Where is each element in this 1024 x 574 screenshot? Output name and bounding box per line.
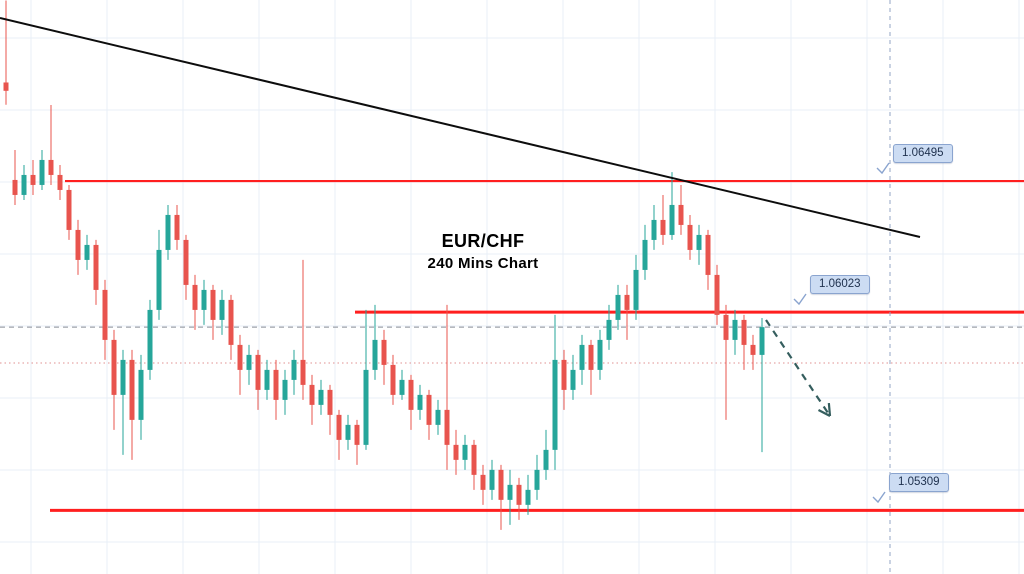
candle-body: [750, 344, 756, 355]
candle-body: [84, 244, 90, 260]
candle-body: [345, 424, 351, 440]
candle-body: [201, 289, 207, 310]
price-label-pointer: [876, 162, 890, 175]
candle-body: [111, 339, 117, 395]
candle-body: [264, 369, 270, 390]
candle-body: [336, 414, 342, 440]
forecast-arrow-head: [827, 402, 832, 417]
candle-body: [561, 359, 567, 390]
candle-body: [624, 294, 630, 310]
price-label-resistance-upper[interactable]: 1.06495: [893, 144, 953, 163]
candle-body: [75, 229, 81, 260]
candle-body: [354, 424, 360, 445]
candle-body: [642, 239, 648, 270]
candle-body: [453, 444, 459, 460]
candle-body: [732, 319, 738, 340]
candle-body: [399, 379, 405, 395]
candle-body: [219, 299, 225, 320]
candle-body: [471, 444, 477, 475]
candle-body: [174, 214, 180, 240]
candle-body: [39, 159, 45, 185]
price-label-resistance-lower[interactable]: 1.06023: [810, 275, 870, 294]
candle-body: [462, 444, 468, 460]
candle-body: [678, 204, 684, 225]
candle-body: [660, 219, 666, 235]
forecast-arrow[interactable]: [765, 319, 832, 417]
candle-body: [363, 369, 369, 445]
candle-body: [480, 474, 486, 490]
candle-body: [741, 319, 747, 345]
candle-body: [120, 359, 126, 395]
candle-body: [633, 269, 639, 310]
forecast-arrow-shaft: [765, 319, 831, 417]
candle-body: [417, 394, 423, 410]
price-label-pointer: [793, 293, 807, 306]
candle-body: [579, 344, 585, 370]
candle-body: [651, 219, 657, 240]
candle-body: [489, 469, 495, 490]
candle-body: [408, 379, 414, 410]
candle-body: [309, 384, 315, 405]
candle-body: [507, 484, 513, 500]
candle-body: [696, 234, 702, 250]
candle-body: [147, 309, 153, 370]
candle-body: [435, 409, 441, 425]
candle-body: [498, 469, 504, 500]
candle-body: [102, 289, 108, 340]
candle-body: [687, 224, 693, 250]
candle-body: [570, 369, 576, 390]
candle-body: [714, 274, 720, 315]
candle-body: [129, 359, 135, 420]
candle-body: [273, 369, 279, 400]
candle-body: [525, 489, 531, 505]
candle-body: [606, 319, 612, 340]
candle-body: [534, 469, 540, 490]
candle-body: [12, 179, 18, 195]
candle-body: [255, 354, 261, 390]
candle-body: [210, 289, 216, 320]
candle-body: [48, 159, 54, 175]
candle-body: [300, 359, 306, 385]
forecast-arrow-head: [817, 408, 831, 417]
candle-body: [57, 174, 63, 190]
candle-body: [588, 344, 594, 370]
candle-body: [246, 354, 252, 370]
price-label-support[interactable]: 1.05309: [889, 473, 949, 492]
candle-body: [615, 294, 621, 320]
candle-body: [390, 364, 396, 395]
candle-body: [381, 339, 387, 365]
price-label-pointer: [872, 491, 886, 504]
candle-body: [3, 82, 9, 91]
candle-body: [426, 394, 432, 425]
candle-body: [372, 339, 378, 370]
candle-body: [66, 189, 72, 230]
candle-body: [282, 379, 288, 400]
candle-body: [597, 339, 603, 370]
candle-body: [30, 174, 36, 185]
candle-body: [705, 234, 711, 275]
candle-body: [21, 174, 27, 195]
candle-body: [723, 314, 729, 340]
candle-body: [318, 389, 324, 405]
descending-trendline[interactable]: [0, 17, 921, 238]
candle-body: [156, 249, 162, 310]
candle-body: [183, 239, 189, 285]
candle-body: [165, 214, 171, 250]
candle-body: [291, 359, 297, 380]
candle-body: [192, 284, 198, 310]
candle-body: [444, 409, 450, 445]
candle-body: [669, 204, 675, 235]
candle-body: [543, 449, 549, 470]
candle-body: [237, 344, 243, 370]
candles: [3, 0, 765, 530]
candle-body: [228, 299, 234, 345]
candle-body: [552, 359, 558, 450]
candle-body: [93, 244, 99, 290]
candle-body: [516, 484, 522, 505]
candle-body: [759, 327, 765, 355]
candle-body: [138, 369, 144, 420]
candle-body: [327, 389, 333, 415]
